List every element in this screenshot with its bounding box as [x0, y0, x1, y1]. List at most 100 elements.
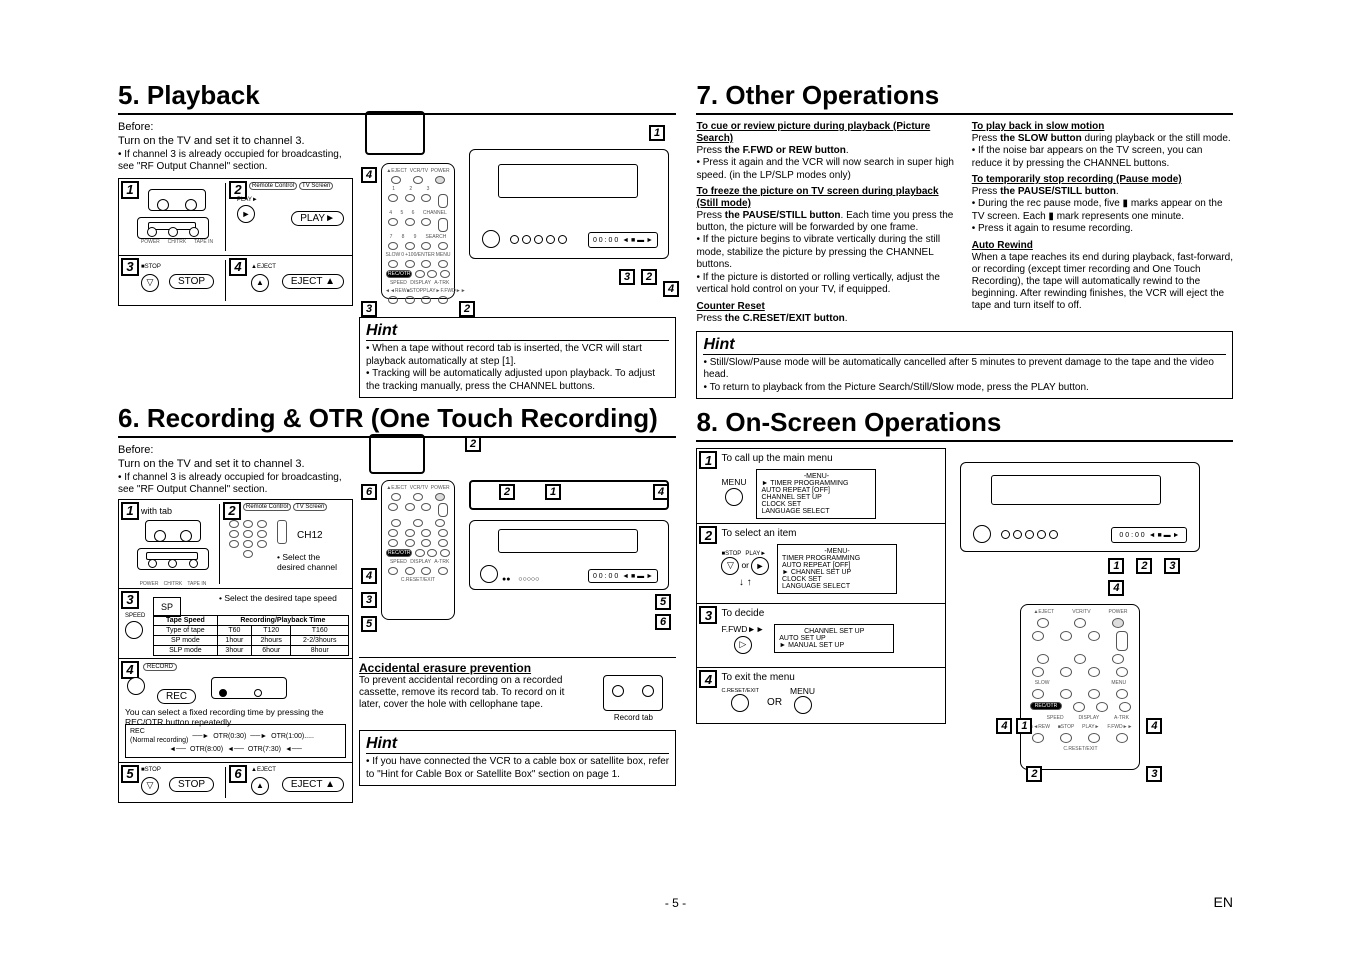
section8-title: 8. On-Screen Operations	[696, 407, 1233, 442]
s8-co3: 3	[1164, 558, 1180, 574]
stop-button-label-2: STOP	[169, 777, 214, 792]
s8-co4r: 4	[996, 718, 1012, 734]
s6-step3-num: 3	[121, 591, 139, 609]
s6-co4b: 4	[653, 484, 669, 500]
s6-co4: 4	[361, 568, 377, 584]
ffwd-icon: ▷	[734, 636, 752, 654]
s6-step1-num: 1	[121, 502, 139, 520]
s7-l-h2: To freeze the picture on TV screen durin…	[696, 186, 957, 210]
s7-r-h1: To play back in slow motion	[972, 121, 1233, 133]
s8-step3-text: To decide	[721, 608, 941, 620]
s6-before-label: Before:	[118, 444, 353, 458]
s8-step4-num: 4	[699, 670, 717, 688]
s6-co5: 5	[655, 594, 671, 610]
en-label: EN	[1214, 894, 1233, 910]
s6-step2-note: • Select the desired channel	[277, 552, 349, 572]
s5-step4-num: 4	[229, 258, 247, 276]
s7-r-b3: Press it again to resume recording.	[972, 223, 1233, 236]
menu-screen-3: CHANNEL SET UP AUTO SET UP MANUAL SET UP	[774, 624, 894, 653]
s6-step3-note: • Select the desired tape speed	[219, 593, 349, 603]
s8-step3-num: 3	[699, 606, 717, 624]
s8-co4r2: 4	[1146, 718, 1162, 734]
s5-co4b: 4	[663, 281, 679, 297]
s7-l-h1: To cue or review picture during playback…	[696, 121, 957, 145]
rec-button-label: REC	[157, 689, 196, 704]
s7-r-b1: If the noise bar appears on the TV scree…	[972, 145, 1233, 170]
play-nav-icon	[751, 557, 769, 575]
stop-button-label: STOP	[169, 274, 214, 289]
s5-co3: 3	[361, 301, 377, 317]
section6-title: 6. Recording & OTR (One Touch Recording)	[118, 403, 676, 438]
s6-step2-num: 2	[223, 502, 241, 520]
record-tab-label: Record tab	[590, 713, 676, 722]
s6-co3b: 3	[361, 592, 377, 608]
eject-button-label-2: EJECT ▲	[282, 777, 344, 792]
s5-hint1: When a tape without record tab is insert…	[366, 343, 669, 368]
s8-step2-text: To select an item	[721, 528, 941, 540]
speed-label: SPEED	[125, 613, 145, 619]
s7-hint2: To return to playback from the Picture S…	[703, 382, 1226, 395]
s8-step4-text: To exit the menu	[721, 672, 941, 684]
s5-step3-num: 3	[121, 258, 139, 276]
s5-co2: 2	[641, 269, 657, 285]
s6-co6b: 6	[655, 614, 671, 630]
s8-step2-num: 2	[699, 526, 717, 544]
s6-before-text: Turn on the TV and set it to channel 3.	[118, 458, 353, 472]
s5-co1: 1	[649, 125, 665, 141]
section5-title: 5. Playback	[118, 80, 676, 115]
stop-icon-2: ▽	[141, 777, 159, 795]
eject-icon-2	[251, 777, 269, 795]
record-badge: RECORD	[143, 663, 177, 671]
s7-hint1: Still/Slow/Pause mode will be automatica…	[703, 357, 1226, 382]
s7-r-p3: When a tape reaches its end during playb…	[972, 252, 1233, 312]
remote-play-sub: PLAY►	[237, 197, 258, 203]
s6-step5-num: 5	[121, 765, 139, 783]
s7-l-b1: Press it again and the VCR will now sear…	[696, 157, 957, 182]
menu-icon-2	[794, 696, 812, 714]
s7-l-b3: If the picture is distorted or rolling v…	[696, 272, 957, 297]
tv-screen-label: TV Screen	[299, 182, 333, 190]
s7-r-p1: Press the SLOW button during playback or…	[972, 133, 1233, 145]
s6-co2b: 2	[499, 484, 515, 500]
speed-icon	[125, 621, 143, 639]
menu-screen-2: -MENU- TIMER PROGRAMMING AUTO REPEAT [OF…	[777, 544, 897, 594]
s5-hint-title: Hint	[366, 322, 669, 341]
accidental-text: To prevent accidental recording on a rec…	[359, 675, 580, 711]
s7-r-h3: Auto Rewind	[972, 240, 1233, 252]
s8-step1-num: 1	[699, 451, 717, 469]
s6-step4-num: 4	[121, 661, 139, 679]
s5-co4: 4	[361, 167, 377, 183]
s6-hint-title: Hint	[366, 735, 669, 754]
s6-co6: 6	[361, 484, 377, 500]
menu-screen-1: -MENU- TIMER PROGRAMMING AUTO REPEAT [OF…	[756, 469, 876, 519]
s8-co2r: 2	[1026, 766, 1042, 782]
s6-hint1: If you have connected the VCR to a cable…	[366, 756, 669, 781]
s7-l-h3: Counter Reset	[696, 301, 957, 313]
s6-before-note: If channel 3 is already occupied for bro…	[118, 472, 353, 497]
play-button-label: PLAY►	[291, 211, 344, 226]
remote-control-label: Remote Control	[249, 182, 297, 190]
s5-before-label: Before:	[118, 121, 353, 135]
s5-before-text: Turn on the TV and set it to channel 3.	[118, 135, 353, 149]
eject-icon	[251, 274, 269, 292]
tape-speed-table: Tape SpeedRecording/Playback Time Type o…	[153, 615, 349, 656]
s8-co1: 1	[1108, 558, 1124, 574]
s5-hint2: Tracking will be automatically adjusted …	[366, 368, 669, 393]
s7-r-p2: Press the PAUSE/STILL button.	[972, 186, 1233, 198]
s6-co1b: 1	[545, 484, 561, 500]
stop-nav-icon: ▽	[721, 557, 739, 575]
stop-icon: ▽	[141, 274, 159, 292]
s6-step6-num: 6	[229, 765, 247, 783]
s8-step1-text: To call up the main menu	[721, 453, 941, 465]
menu-icon	[725, 488, 743, 506]
s6-co2: 2	[465, 436, 481, 452]
s8-co3r: 3	[1146, 766, 1162, 782]
play-icon	[237, 205, 255, 223]
s5-co2b: 2	[459, 301, 475, 317]
rec-icon	[127, 677, 145, 695]
s5-co3b: 3	[619, 269, 635, 285]
s6-co5b: 5	[361, 616, 377, 632]
eject-button-label: EJECT ▲	[282, 274, 344, 289]
s7-hint-title: Hint	[703, 336, 1226, 355]
creset-icon	[731, 694, 749, 712]
